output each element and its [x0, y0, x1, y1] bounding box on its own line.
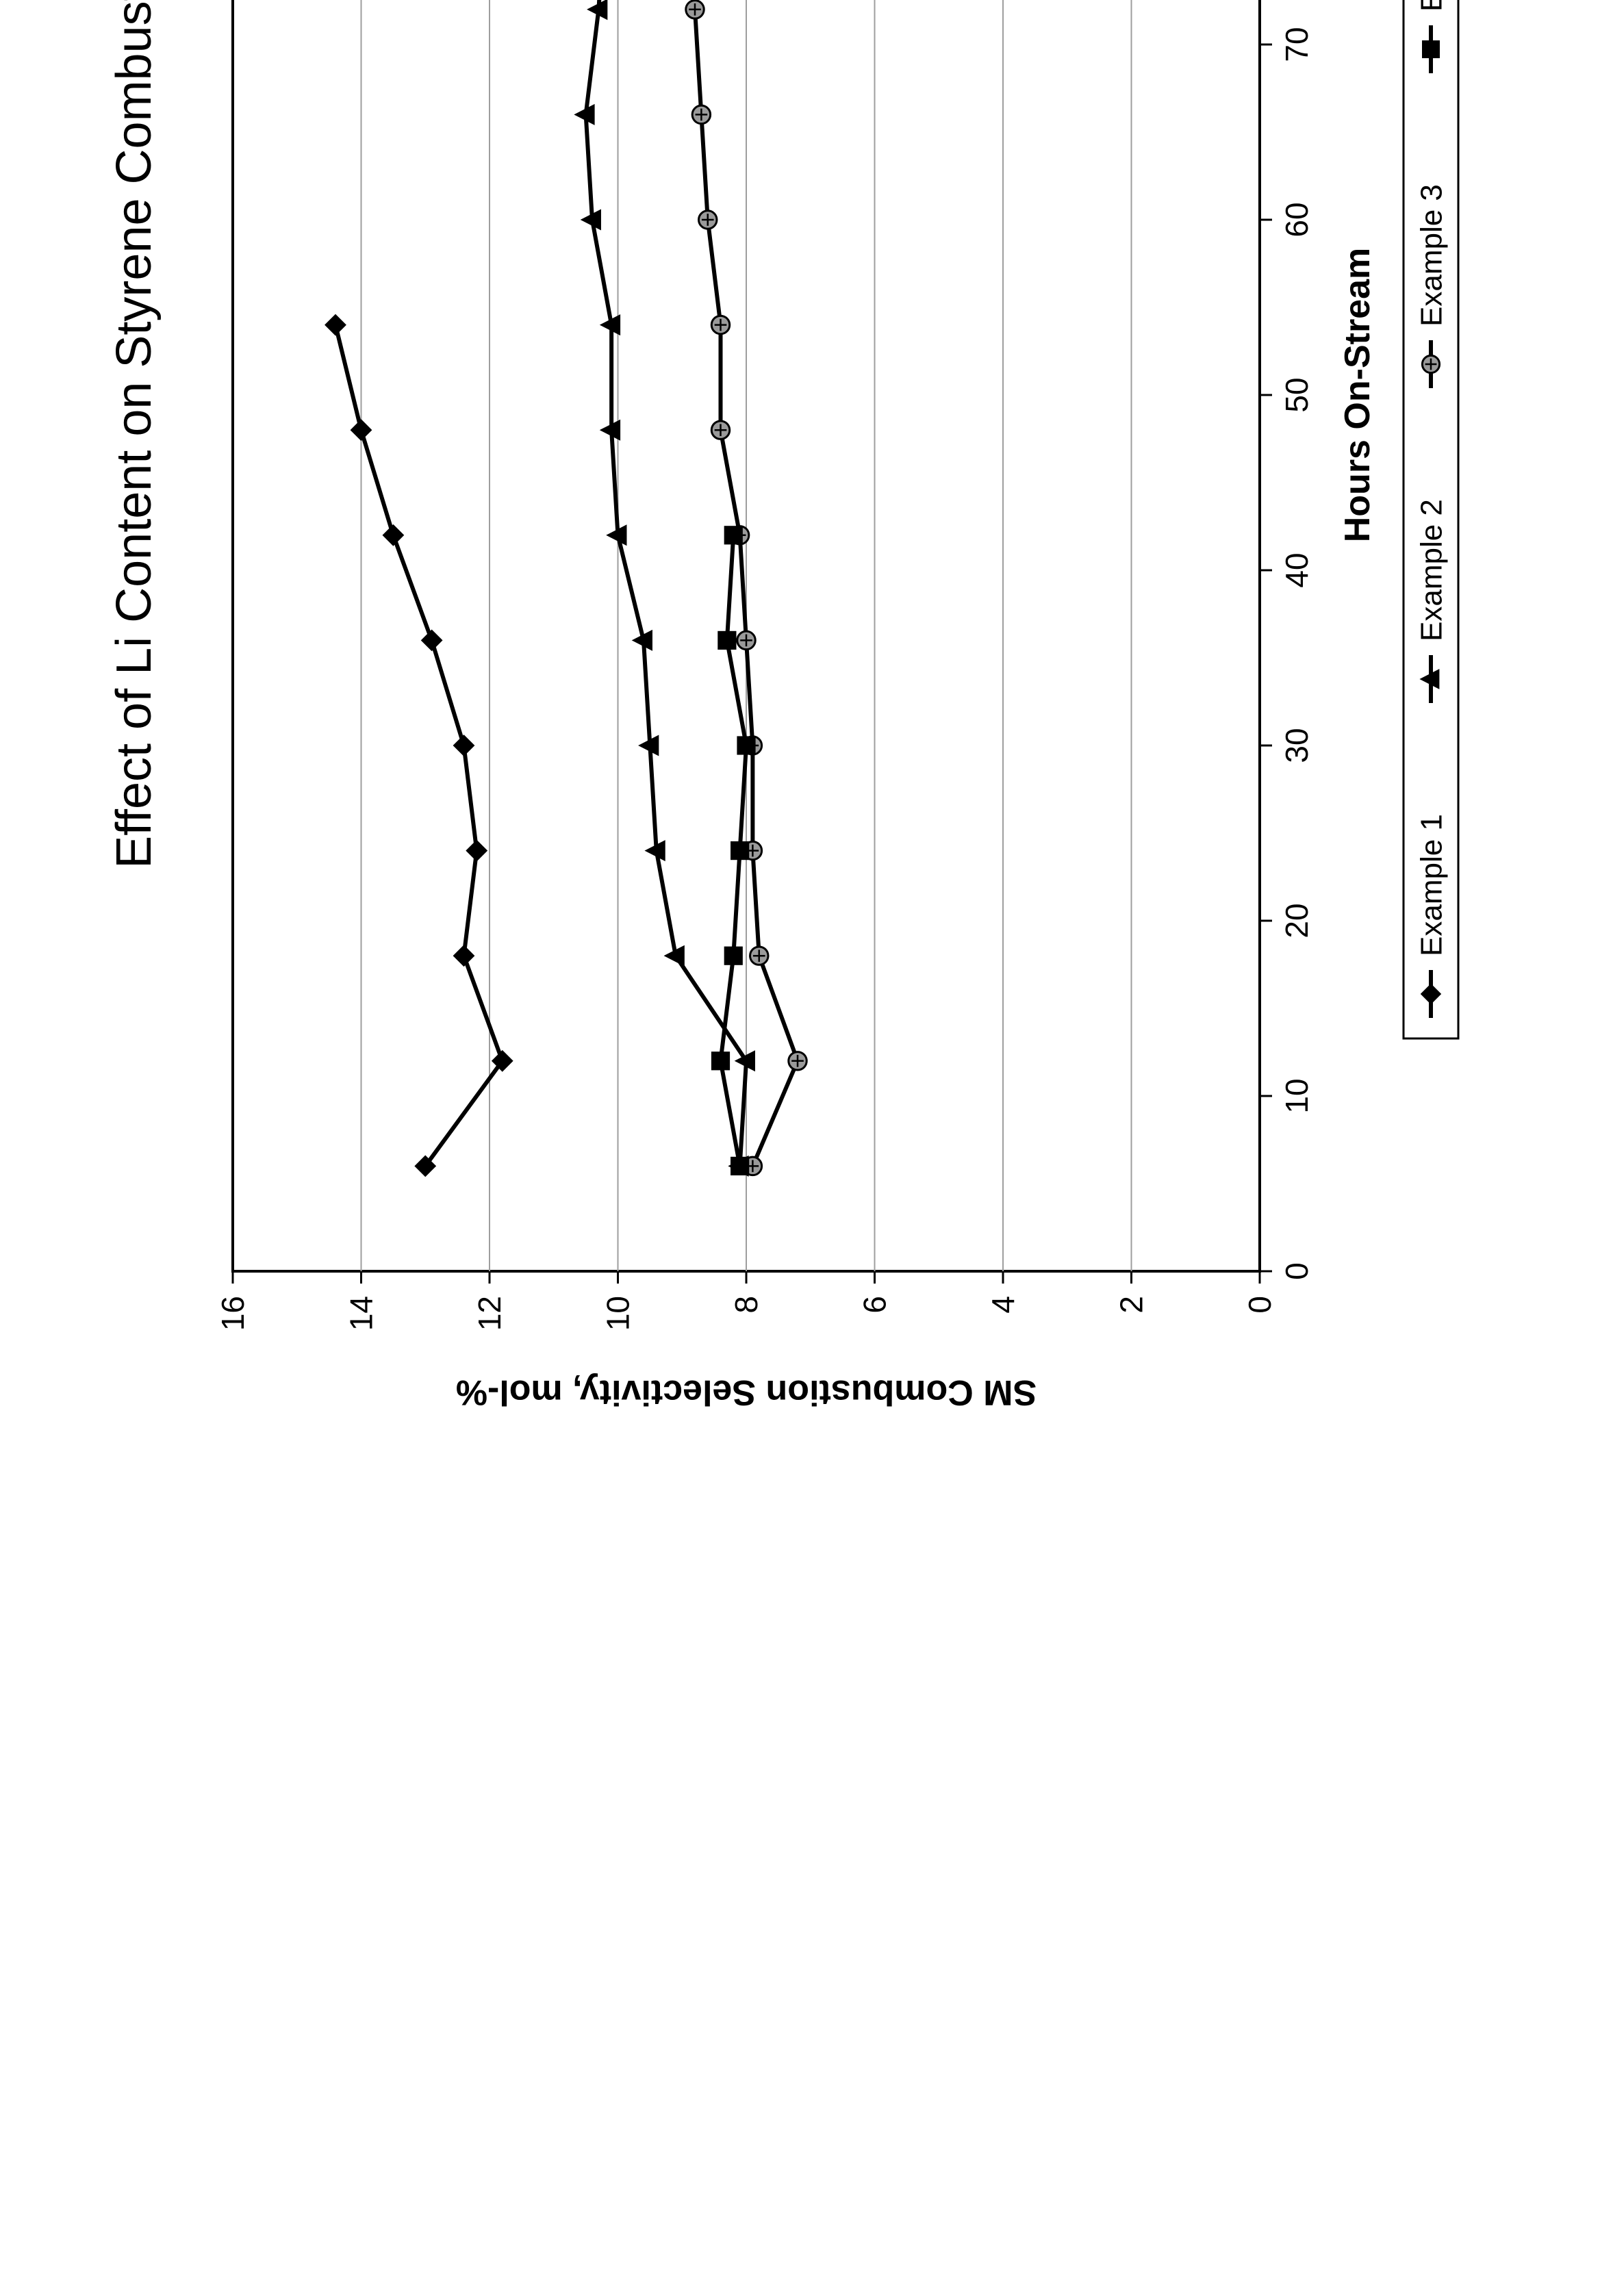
- chart-title: Effect of Li Content on Styrene Combusti…: [107, 0, 162, 869]
- x-tick-label: 70: [1279, 27, 1315, 62]
- x-axis-label: Hours On-Stream: [1338, 248, 1377, 543]
- legend-label: Example 3: [1414, 184, 1448, 327]
- y-tick-label: 2: [1114, 1296, 1150, 1314]
- y-tick-label: 6: [857, 1296, 893, 1314]
- y-tick-label: 14: [344, 1296, 379, 1331]
- legend-label: Example 4: [1414, 0, 1448, 12]
- y-tick-label: 0: [1242, 1296, 1278, 1314]
- y-tick-label: 4: [985, 1296, 1021, 1314]
- y-tick-label: 10: [600, 1296, 636, 1331]
- x-tick-label: 30: [1279, 728, 1315, 763]
- legend-label: Example 1: [1414, 814, 1448, 956]
- y-tick-label: 12: [472, 1296, 507, 1331]
- y-tick-label: 8: [728, 1296, 764, 1314]
- x-tick-label: 60: [1279, 202, 1315, 237]
- x-tick-label: 50: [1279, 377, 1315, 412]
- x-tick-label: 10: [1279, 1078, 1315, 1113]
- chart: Fig. 2Effect of Li Content on Styrene Co…: [0, 0, 1600, 1600]
- legend: Example 1 Example 2 Example 3 Example 4: [1404, 0, 1458, 1038]
- y-tick-label: 16: [215, 1296, 251, 1331]
- y-axis-label: SM Combustion Selectivity, mol-%: [456, 1373, 1037, 1412]
- x-tick-label: 0: [1279, 1262, 1315, 1280]
- x-tick-label: 20: [1279, 903, 1315, 938]
- x-tick-label: 40: [1279, 552, 1315, 587]
- legend-label: Example 2: [1414, 499, 1448, 641]
